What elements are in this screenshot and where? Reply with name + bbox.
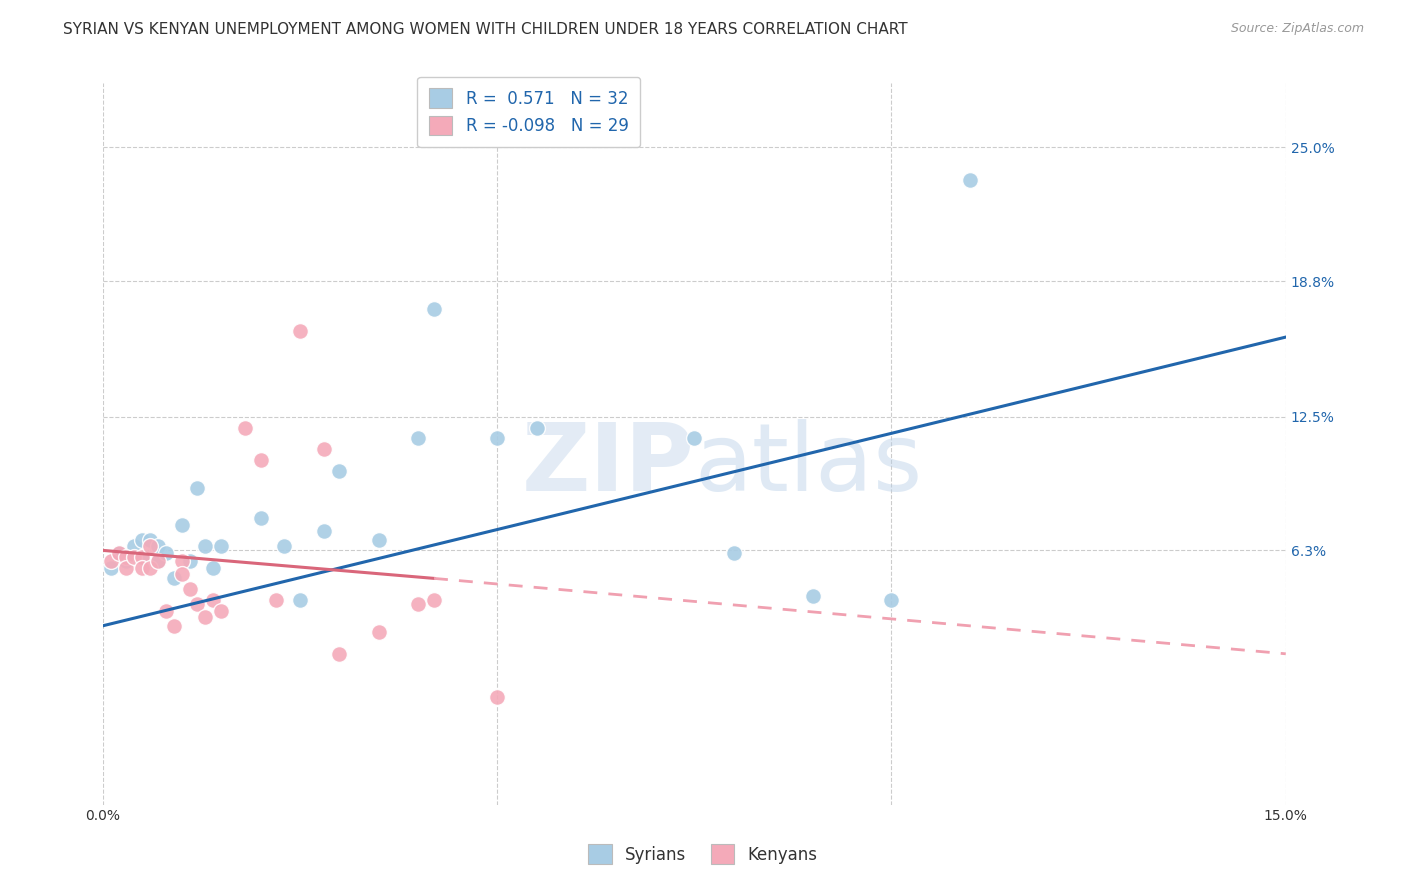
Point <box>179 554 201 568</box>
Point <box>328 647 350 661</box>
Point <box>202 593 225 607</box>
Text: Source: ZipAtlas.com: Source: ZipAtlas.com <box>1230 22 1364 36</box>
Point <box>526 420 548 434</box>
Text: atlas: atlas <box>695 419 922 511</box>
Point <box>146 539 169 553</box>
Point <box>131 560 153 574</box>
Point <box>186 481 208 495</box>
Point <box>155 604 177 618</box>
Point <box>288 324 311 338</box>
Point <box>124 539 146 553</box>
Point <box>249 511 271 525</box>
Point <box>131 549 153 564</box>
Point <box>683 431 706 445</box>
Point <box>100 560 122 574</box>
Point <box>107 545 129 559</box>
Point <box>131 549 153 564</box>
Point <box>367 533 389 547</box>
Point <box>880 593 903 607</box>
Text: SYRIAN VS KENYAN UNEMPLOYMENT AMONG WOMEN WITH CHILDREN UNDER 18 YEARS CORRELATI: SYRIAN VS KENYAN UNEMPLOYMENT AMONG WOME… <box>63 22 908 37</box>
Point <box>179 582 201 596</box>
Point <box>194 610 217 624</box>
Point <box>146 554 169 568</box>
Point <box>139 533 162 547</box>
Point <box>367 625 389 640</box>
Point <box>328 464 350 478</box>
Point <box>423 593 446 607</box>
Point <box>115 560 138 574</box>
Point <box>273 539 295 553</box>
Point <box>107 545 129 559</box>
Point <box>186 597 208 611</box>
Point <box>406 431 429 445</box>
Point <box>163 619 186 633</box>
Point <box>155 545 177 559</box>
Point <box>288 593 311 607</box>
Point <box>202 560 225 574</box>
Point <box>163 571 186 585</box>
Point <box>423 301 446 316</box>
Text: ZIP: ZIP <box>522 419 695 511</box>
Point <box>959 173 981 187</box>
Point <box>170 517 193 532</box>
Legend: R =  0.571   N = 32, R = -0.098   N = 29: R = 0.571 N = 32, R = -0.098 N = 29 <box>418 77 640 147</box>
Point <box>723 545 745 559</box>
Point <box>115 554 138 568</box>
Point <box>209 539 232 553</box>
Point <box>139 539 162 553</box>
Point <box>312 442 335 456</box>
Point <box>146 554 169 568</box>
Point <box>139 560 162 574</box>
Point <box>266 593 288 607</box>
Point <box>170 554 193 568</box>
Legend: Syrians, Kenyans: Syrians, Kenyans <box>582 838 824 871</box>
Point <box>312 524 335 538</box>
Point <box>209 604 232 618</box>
Point <box>233 420 256 434</box>
Point <box>100 554 122 568</box>
Point <box>249 453 271 467</box>
Point <box>486 431 509 445</box>
Point <box>486 690 509 704</box>
Point <box>170 567 193 582</box>
Point <box>406 597 429 611</box>
Point <box>194 539 217 553</box>
Point <box>124 549 146 564</box>
Point <box>131 533 153 547</box>
Point <box>801 589 824 603</box>
Point <box>115 549 138 564</box>
